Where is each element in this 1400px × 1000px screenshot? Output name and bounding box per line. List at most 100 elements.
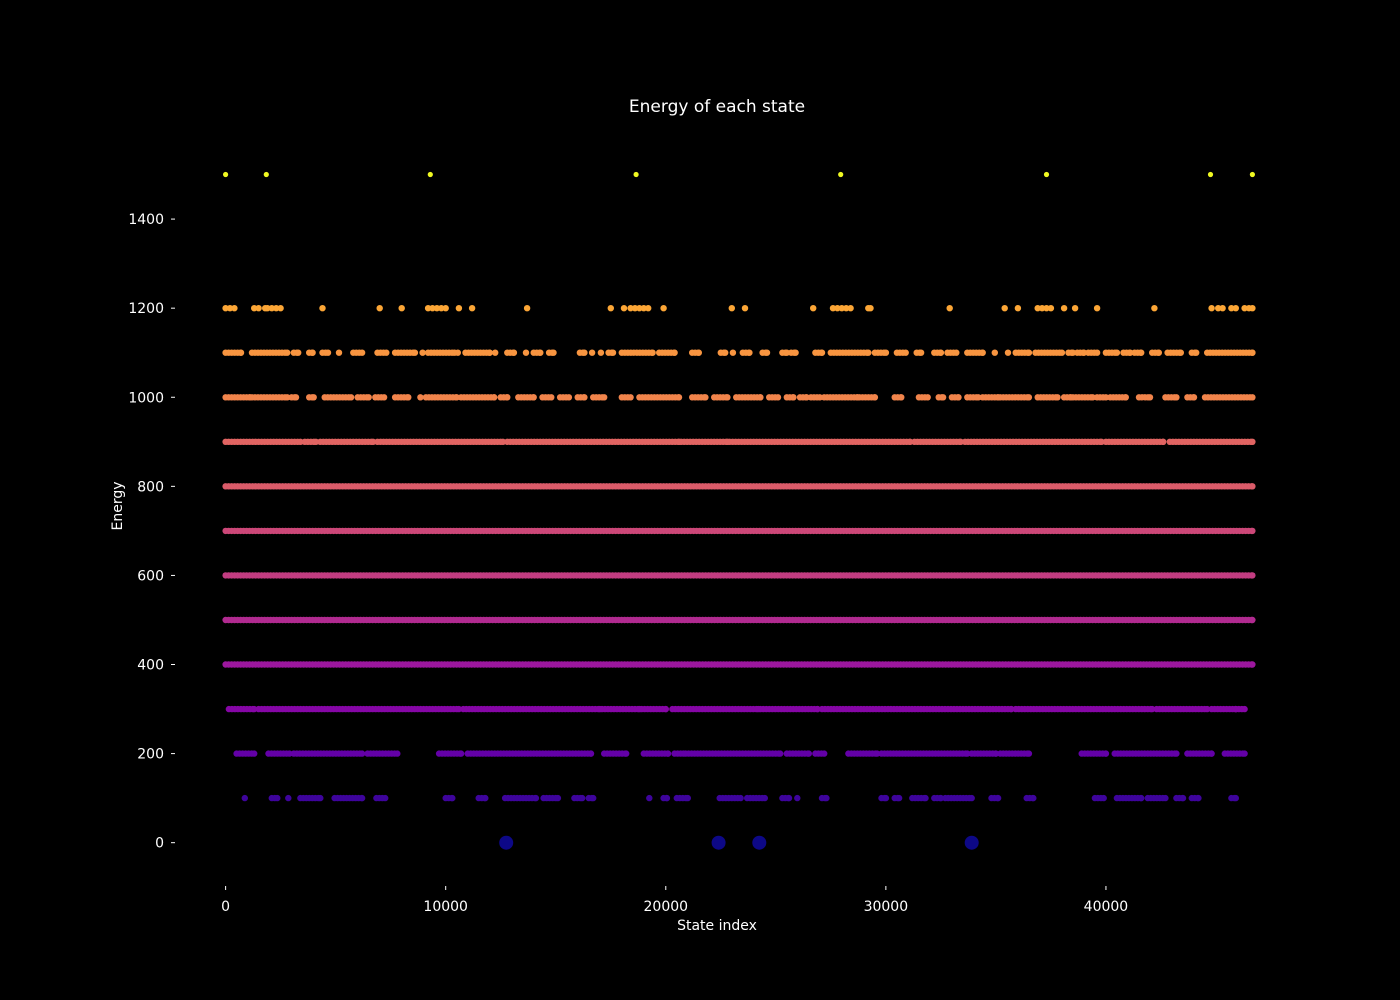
data-point [805, 750, 812, 757]
data-point [955, 394, 962, 401]
data-point [274, 794, 281, 802]
energy-level-0 [499, 835, 979, 850]
data-point [588, 349, 596, 356]
data-point [757, 394, 764, 401]
data-point [620, 305, 628, 312]
data-point [226, 305, 234, 312]
data-point [268, 305, 275, 312]
data-point [957, 438, 964, 445]
data-point [438, 305, 445, 312]
data-point [1241, 750, 1248, 757]
x-axis-label: State index [677, 918, 757, 934]
y-tick-label: 200 [137, 747, 164, 763]
data-point [803, 394, 810, 401]
data-point [746, 349, 753, 356]
data-point [319, 305, 326, 312]
y-tick-label: 600 [137, 568, 164, 584]
data-point [499, 438, 507, 445]
data-point [829, 305, 837, 312]
data-point [251, 305, 258, 312]
data-point [1177, 349, 1185, 356]
data-point [523, 305, 531, 312]
data-point [777, 750, 784, 757]
data-point [1102, 394, 1110, 401]
data-point [1228, 305, 1235, 312]
y-tick-label: 400 [137, 658, 164, 674]
data-point [843, 305, 850, 312]
data-point [675, 394, 683, 401]
energy-level-600 [222, 572, 1256, 579]
energy-level-500 [222, 616, 1256, 624]
data-point [1138, 794, 1145, 802]
data-point [433, 305, 441, 312]
data-point [1219, 305, 1226, 312]
data-point [937, 349, 945, 356]
data-point [1160, 438, 1167, 445]
data-point [1208, 750, 1215, 757]
data-point [882, 794, 890, 802]
data-point [992, 750, 1000, 757]
x-tick-label: 0 [221, 899, 230, 915]
data-point [1241, 705, 1248, 713]
data-point [251, 750, 258, 757]
data-point [453, 394, 460, 401]
data-point [1190, 394, 1198, 401]
energy-level-200 [233, 750, 1248, 757]
data-point [222, 305, 229, 312]
data-point [1089, 394, 1096, 401]
data-point [729, 349, 737, 356]
data-point [1241, 305, 1248, 312]
data-point [939, 394, 947, 401]
data-point [1093, 349, 1101, 356]
data-point [711, 835, 726, 850]
y-tick-label: 1200 [128, 301, 164, 317]
energy-level-900 [222, 438, 1256, 445]
data-point [347, 394, 355, 401]
data-point [664, 750, 672, 757]
energy-level-1500 [223, 171, 1255, 178]
data-point [1249, 483, 1256, 490]
data-point [636, 305, 643, 312]
data-point [1215, 305, 1222, 312]
data-point [601, 394, 608, 401]
data-point [794, 794, 801, 802]
data-point [449, 794, 456, 802]
data-point [741, 305, 749, 312]
data-point [424, 305, 432, 312]
data-point [728, 305, 735, 312]
data-point [241, 794, 248, 802]
data-point [1146, 394, 1154, 401]
data-point [309, 349, 316, 356]
data-point [285, 794, 292, 802]
data-point [761, 794, 768, 802]
data-point [790, 394, 797, 401]
y-tick-label: 1400 [128, 212, 164, 228]
data-point [324, 349, 332, 356]
data-point [1034, 305, 1041, 312]
data-point [380, 394, 388, 401]
data-point [284, 349, 291, 356]
data-point [284, 394, 291, 401]
data-point [442, 305, 449, 312]
data-point [532, 794, 540, 802]
data-point [1025, 349, 1033, 356]
data-point [1098, 438, 1105, 445]
data-point [522, 349, 530, 356]
data-point [1093, 305, 1101, 312]
x-tick-label: 40000 [1084, 899, 1129, 915]
data-point [627, 305, 634, 312]
data-point [964, 750, 971, 757]
energy-level-700 [222, 527, 1256, 535]
data-point [510, 349, 518, 356]
data-point [486, 349, 493, 356]
data-point [565, 394, 573, 401]
data-point [640, 305, 647, 312]
data-point [310, 394, 317, 401]
data-point [627, 394, 634, 401]
x-tick-label: 30000 [864, 899, 909, 915]
data-point [816, 394, 823, 401]
data-point [335, 349, 343, 356]
data-point [530, 394, 537, 401]
data-point [1173, 394, 1180, 401]
data-point [223, 171, 229, 178]
